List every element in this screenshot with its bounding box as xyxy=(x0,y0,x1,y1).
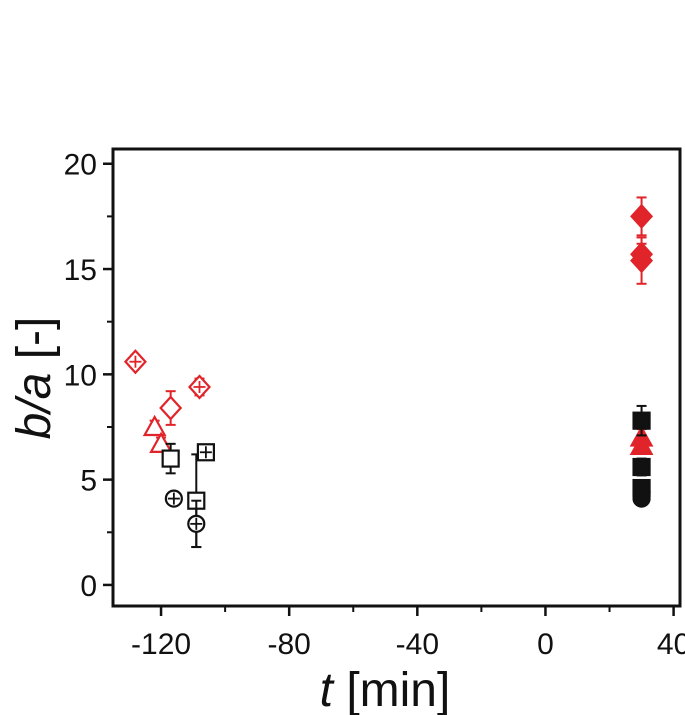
data-point xyxy=(187,499,206,549)
data-point xyxy=(159,390,183,426)
y-tick-label: 5 xyxy=(80,465,97,498)
data-point xyxy=(142,414,167,437)
data-point xyxy=(632,404,651,437)
x-tick-label: -40 xyxy=(396,628,439,661)
triangle-marker xyxy=(142,414,167,437)
axis-ticks: -120 -80 -40 0 40 0 5 10 15 20 xyxy=(64,149,685,661)
data-point xyxy=(161,442,180,475)
y-tick-label: 10 xyxy=(64,359,97,392)
diamond-marker xyxy=(159,395,183,421)
data-point xyxy=(629,433,654,456)
x-tick-label: -80 xyxy=(268,628,311,661)
y-axis-unit: [-] xyxy=(8,317,61,373)
plot-frame xyxy=(111,147,682,608)
data-point xyxy=(632,489,651,508)
y-axis-title: b/a [-] xyxy=(8,317,61,440)
triangle-marker xyxy=(629,433,654,456)
data-point xyxy=(196,443,215,462)
data-point xyxy=(630,196,654,237)
y-tick-label: 15 xyxy=(64,254,97,287)
x-axis-variable: t xyxy=(320,664,335,715)
diamond-marker xyxy=(630,203,654,230)
data-point xyxy=(188,374,211,400)
y-axis-variable: b/a xyxy=(8,373,61,440)
x-tick-label: -120 xyxy=(131,628,191,661)
diamond-marker xyxy=(630,247,654,274)
x-tick-label: 40 xyxy=(657,628,685,661)
data-point xyxy=(632,457,651,477)
square-marker xyxy=(161,449,180,468)
x-axis-title: t [min] xyxy=(320,664,451,715)
square-marker xyxy=(632,457,651,477)
data-point xyxy=(123,349,147,375)
square-marker xyxy=(632,411,651,430)
x-axis-unit: [min] xyxy=(333,664,450,715)
circle-marker xyxy=(632,489,651,508)
x-tick-label: 0 xyxy=(537,628,554,661)
data-points xyxy=(123,196,654,549)
y-tick-label: 0 xyxy=(80,570,97,603)
data-point xyxy=(164,489,183,508)
data-point xyxy=(149,431,173,453)
y-tick-label: 20 xyxy=(64,149,97,182)
data-point xyxy=(630,236,654,285)
